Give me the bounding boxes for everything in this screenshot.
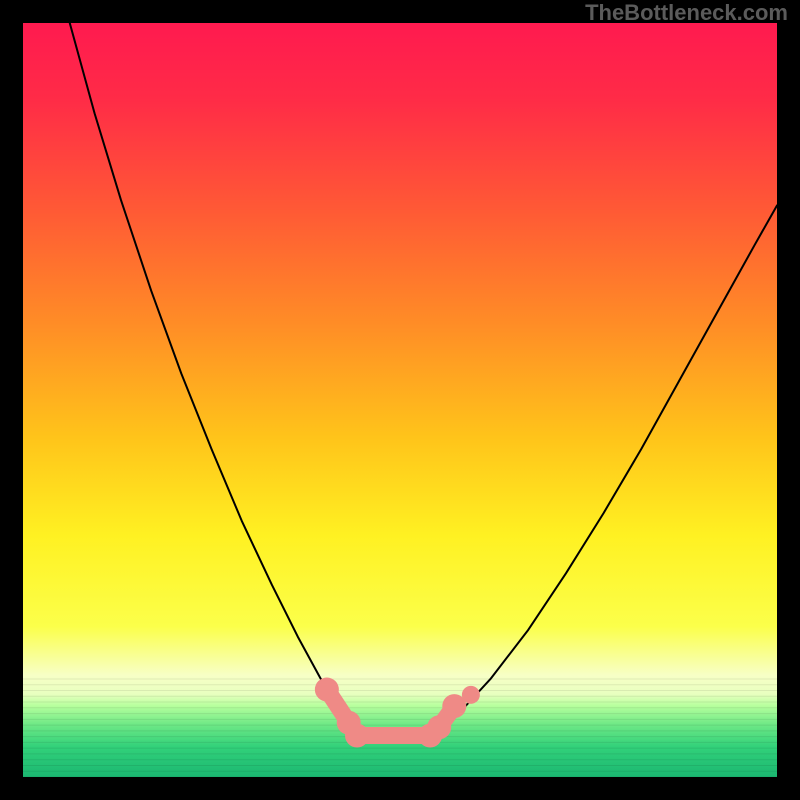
chart-frame: TheBottleneck.com [0,0,800,800]
chart-svg [0,0,800,800]
plot-background [23,23,777,777]
watermark-text: TheBottleneck.com [585,0,788,26]
